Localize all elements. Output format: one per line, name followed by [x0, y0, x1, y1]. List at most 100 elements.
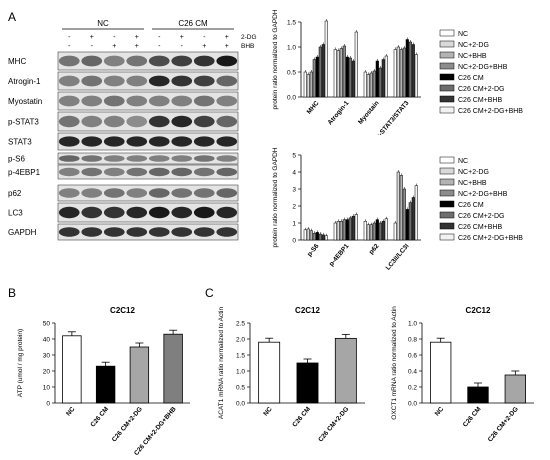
chart-acat1: 0.0 0.5 1.0 1.5 2.0 2.5 ACAT1 mRNA ratio norma… [218, 306, 365, 444]
blot-row-label: LC3 [8, 209, 23, 218]
blot-band [148, 227, 170, 237]
y-tick-label: 1.5 [287, 20, 296, 27]
blot-band [216, 95, 238, 107]
y-tick-label: 0.0 [287, 95, 296, 102]
blot-sign-bhb: + [112, 43, 116, 50]
blot-band [148, 55, 170, 67]
bar [321, 44, 325, 98]
legend-label: C26 CM+2-DG [458, 86, 504, 93]
blot-strip [57, 184, 239, 202]
y-tick-label: 0.2 [408, 385, 417, 392]
bar [163, 333, 183, 404]
blot-band [103, 155, 125, 162]
bar [324, 20, 328, 98]
x-tick-label: C26 CM [291, 406, 312, 429]
bar [402, 188, 406, 241]
x-tick-label: p-4EBP1 [328, 242, 351, 267]
blot-band [126, 55, 148, 67]
bar [354, 31, 358, 98]
legend-swatch [439, 222, 455, 230]
blot-strip [57, 164, 239, 180]
bar [411, 197, 415, 241]
bar [384, 55, 388, 98]
blot-band [103, 167, 125, 177]
blot-band [193, 206, 215, 219]
legend-label: NC [458, 158, 468, 165]
blot-row-label: Myostatin [8, 97, 42, 106]
bar [430, 341, 452, 404]
blot-band [103, 115, 125, 128]
blot-sign-2dg: + [180, 34, 184, 41]
blot-band [216, 167, 238, 177]
bar [321, 234, 325, 241]
x-tick-label: LC3II/LC3I [385, 243, 411, 272]
bar [348, 217, 352, 241]
blot-band [58, 206, 80, 219]
blot-sign-bhb: + [135, 43, 139, 50]
chart-title: C2C12 [110, 306, 135, 315]
blot-band [58, 55, 80, 67]
y-tick-label: 1.5 [236, 353, 245, 360]
blot-strip [57, 223, 239, 241]
blot-band [171, 155, 193, 162]
blot-sign-2dg: - [68, 34, 71, 41]
y-tick-label: 0.0 [236, 401, 245, 408]
bar [129, 346, 150, 404]
blot-sign-bhb: - [68, 43, 71, 50]
x-tick-label: C26 CM+2-DG [317, 406, 350, 444]
bar [339, 48, 343, 98]
blot-band [171, 75, 193, 87]
bar [315, 232, 319, 241]
bar [95, 365, 116, 404]
blot-row-label: p-STAT3 [8, 118, 39, 127]
blot-band [126, 167, 148, 177]
legend-label: NC+2-DG+BHB [458, 191, 508, 198]
blot-sign-bhb: - [158, 43, 161, 50]
blot-band [103, 227, 125, 237]
x-tick-label: C26 CM+2-DG [111, 406, 144, 444]
legend-swatch [439, 106, 455, 114]
bar [333, 49, 337, 98]
blot-band [126, 75, 148, 87]
blot-row-label: p-4EBP1 [8, 168, 41, 177]
chart-protein-ratio-2: 0 1 2 3 4 5 protein ratio normalized to GAPDH p… [272, 147, 523, 272]
bar [396, 46, 400, 98]
legend-label: NC+2-DG+BHB [458, 64, 508, 71]
bar [381, 221, 385, 241]
chart-oxct1: 0.0 0.2 0.4 0.6 0.8 1.0 OXCT1 mRNA ratio norma… [391, 306, 534, 443]
blot-band [171, 188, 193, 198]
blot-band [81, 206, 103, 219]
bar [306, 228, 310, 241]
blot-band [148, 167, 170, 177]
bar [354, 214, 358, 241]
blot-band [193, 155, 215, 162]
blot-band [58, 167, 80, 177]
y-tick-label: 30 [43, 353, 51, 360]
blot-treat-bhb: BHB [241, 43, 254, 50]
legend-swatch [439, 156, 455, 164]
bar [342, 45, 346, 98]
blot-band [171, 115, 193, 128]
bar [399, 49, 403, 98]
legend-swatch [439, 211, 455, 219]
blot-band [216, 115, 238, 128]
legend-label: C26 CM+2-DG+BHB [458, 108, 523, 115]
legend-swatch [439, 51, 455, 59]
blot-band [103, 206, 125, 219]
y-tick-label: 3 [292, 187, 296, 194]
chart-protein-ratio-1: 0.0 0.5 1.0 1.5 protein ratio normalized to … [272, 9, 523, 135]
legend-label: NC+BHB [458, 180, 487, 187]
blot-band [216, 155, 238, 162]
bar [393, 49, 397, 98]
blot-band [193, 188, 215, 198]
blot-band [148, 188, 170, 198]
bar [312, 59, 316, 98]
bar [333, 222, 337, 241]
legend-swatch [439, 200, 455, 208]
legend-swatch [439, 62, 455, 70]
blot-band [148, 206, 170, 219]
legend-label: C26 CM+BHB [458, 224, 502, 231]
y-tick-label: 2.5 [236, 321, 245, 328]
legend-label: NC+2-DG [458, 42, 489, 49]
bar [381, 59, 385, 98]
